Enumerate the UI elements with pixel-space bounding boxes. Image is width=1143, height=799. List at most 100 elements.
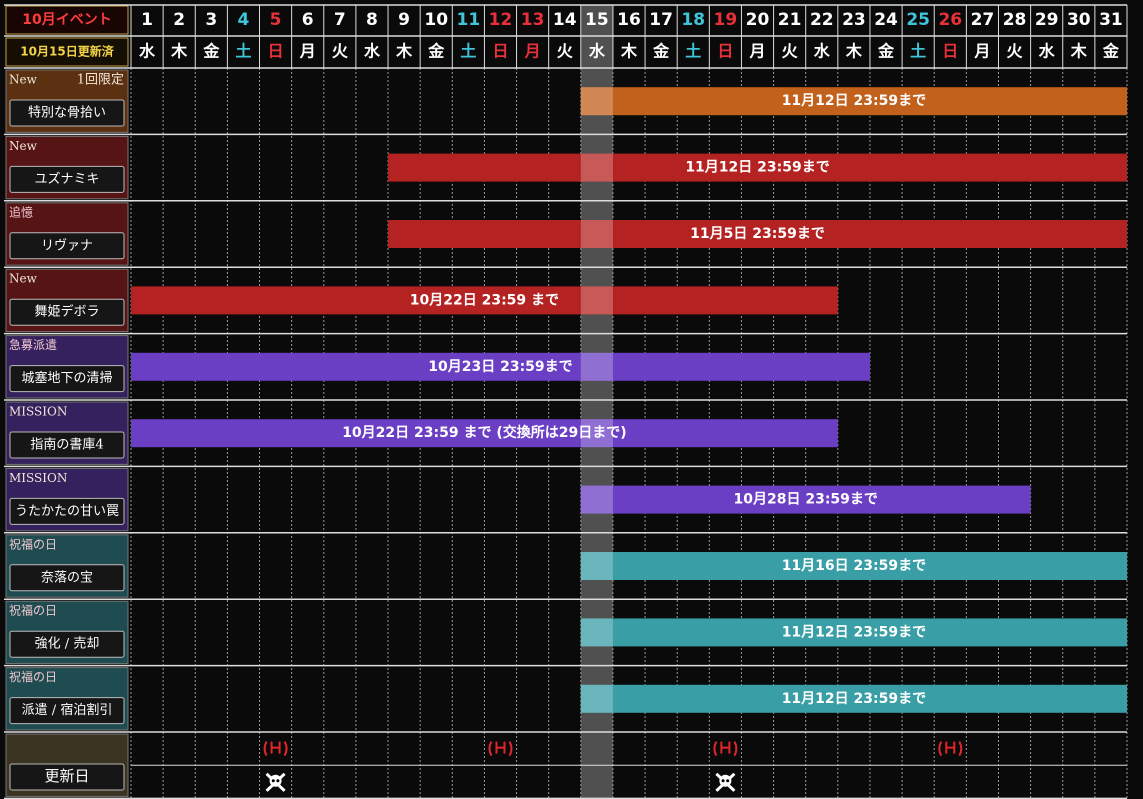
event-name-box: [9, 298, 125, 326]
day-number: 14: [553, 10, 577, 30]
event-period: 11月12日 23:59まで: [782, 691, 926, 707]
maintenance-icon: [263, 741, 288, 757]
day-number: 18: [681, 10, 705, 30]
day-number: 12: [489, 10, 513, 30]
today-highlight: [580, 153, 613, 182]
day-number: 29: [1035, 10, 1059, 30]
event-bar: [388, 220, 1128, 248]
weekday: 火: [332, 42, 349, 61]
weekday: 火: [1007, 42, 1024, 61]
event-name: 城塞地下の清掃: [21, 370, 112, 386]
day-number: 9: [398, 10, 410, 30]
skull-eye: [721, 779, 725, 783]
maintenance-icon-shape: [488, 741, 513, 757]
title-box: [5, 5, 129, 35]
today-column: [580, 5, 613, 799]
maintenance-icon: [938, 741, 963, 757]
event-bar: [131, 419, 838, 448]
event-period: 11月5日 23:59まで: [690, 226, 825, 242]
weekday: 土: [235, 42, 251, 61]
today-highlight: [580, 352, 613, 381]
event-name: 指南の書庫4: [30, 437, 103, 453]
today-highlight: [580, 286, 613, 315]
weekday: 木: [620, 42, 638, 61]
event-tag: MISSION: [9, 405, 67, 419]
update-name-box: [9, 763, 125, 791]
event-tag: MISSION: [9, 471, 67, 485]
event-name-box: [9, 630, 125, 658]
weekday: 木: [170, 42, 188, 61]
event-bar: [131, 352, 870, 381]
day-number: 8: [366, 10, 378, 30]
event-bar: [580, 618, 1127, 647]
today-highlight: [580, 618, 613, 647]
today-highlight: [580, 485, 613, 514]
subtitle-box: [5, 37, 129, 67]
event-name-box: [9, 165, 125, 193]
event-period: 10月23日 23:59まで: [428, 359, 572, 375]
weekday: 日: [492, 42, 508, 61]
day-number: 26: [938, 10, 962, 30]
event-tag: New: [9, 272, 38, 286]
day-number: 2: [173, 10, 185, 30]
day-number: 31: [1099, 10, 1123, 30]
weekday: 水: [139, 42, 156, 61]
day-number: 5: [270, 10, 282, 30]
update-name: 更新日: [44, 767, 89, 785]
today-highlight: [580, 552, 613, 580]
event-name: 派遣 / 宿泊割引: [22, 702, 113, 718]
maintenance-icon: [713, 741, 738, 757]
event-tag: 祝福の日: [9, 536, 57, 551]
today-highlight: [580, 220, 613, 248]
event-bar: [388, 153, 1128, 182]
maintenance-icon-shape: [938, 741, 963, 757]
event-name-box: [9, 697, 125, 725]
weekday: 土: [910, 42, 926, 61]
day-number: 15: [585, 10, 609, 30]
event-name-box: [9, 564, 125, 592]
weekday: 月: [749, 42, 766, 61]
day-number: 23: [842, 10, 866, 30]
weekday: 月: [524, 42, 541, 61]
maintenance-icon: [488, 741, 513, 757]
event-bar: [580, 684, 1127, 713]
weekday: 金: [1102, 42, 1120, 61]
day-number: 20: [746, 10, 770, 30]
event-name: 奈落の宝: [41, 570, 93, 585]
day-number: 17: [649, 10, 673, 30]
skull-eye: [276, 779, 280, 783]
weekday: 火: [557, 42, 574, 61]
weekday: 木: [1070, 42, 1088, 61]
event-bar: [580, 87, 1127, 116]
weekday: 木: [845, 42, 863, 61]
day-number: 11: [457, 10, 481, 30]
event-name-box: [9, 497, 125, 525]
event-name-box: [9, 99, 125, 127]
day-number: 4: [238, 10, 250, 30]
skull-icon: [715, 772, 736, 792]
event-tag: 祝福の日: [9, 669, 57, 684]
maintenance-icon-shape: [713, 741, 738, 757]
event-name: 強化 / 売却: [35, 636, 100, 652]
weekday: 土: [460, 42, 476, 61]
day-number: 28: [1003, 10, 1027, 30]
event-period: 10月28日 23:59まで: [734, 492, 878, 508]
weekday: 木: [395, 42, 413, 61]
day-number: 22: [810, 10, 834, 30]
event-period: 10月22日 23:59 まで (交換所は29日まで): [342, 424, 626, 441]
weekday: 月: [973, 42, 990, 61]
skull-head: [719, 774, 732, 787]
event-note: 1回限定: [77, 73, 124, 88]
event-tag: 祝福の日: [9, 603, 57, 618]
day-number: 6: [302, 10, 314, 30]
weekday: 水: [364, 42, 381, 61]
event-tag: New: [9, 139, 38, 153]
event-period: 11月12日 23:59まで: [782, 624, 926, 640]
today-highlight: [580, 87, 613, 116]
event-bar: [131, 286, 838, 315]
weekday: 土: [685, 42, 701, 61]
day-number: 25: [906, 10, 930, 30]
day-number: 1: [141, 10, 153, 30]
weekday: 日: [717, 42, 733, 61]
